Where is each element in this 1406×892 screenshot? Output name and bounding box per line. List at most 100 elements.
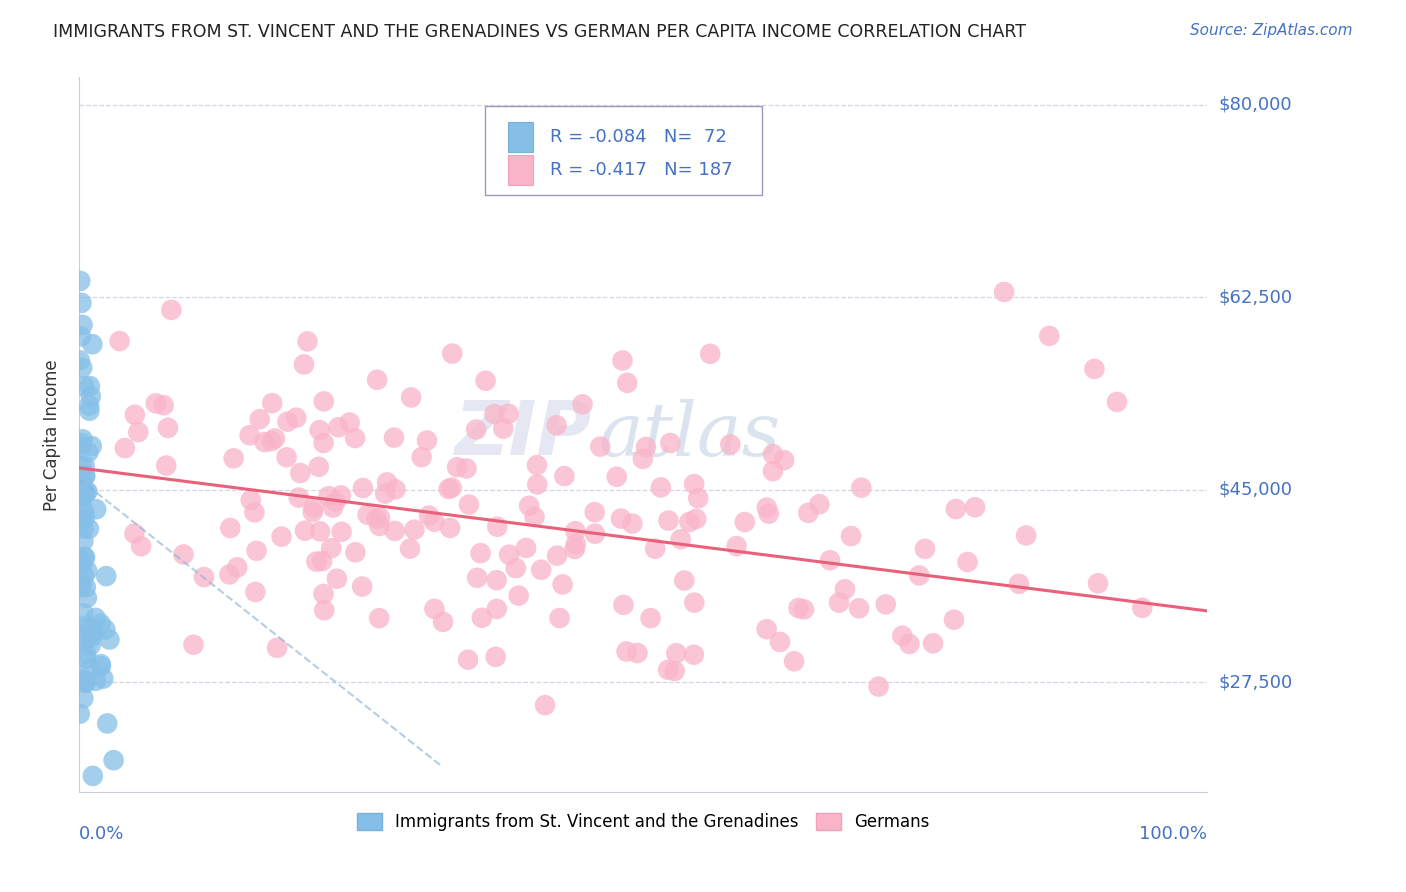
Point [264,432,287,446]
Point [76,484,98,499]
Point [437,482,460,496]
Point [76,591,98,605]
Point [70,329,93,343]
Point [96,569,118,583]
Point [297,334,319,349]
Point [96,716,118,731]
Point [688,491,710,506]
Point [523,510,546,524]
Point [616,644,638,658]
Point [787,601,810,615]
Point [484,407,506,421]
Point [266,640,288,655]
Point [755,622,778,636]
Point [508,589,530,603]
Text: Source: ZipAtlas.com: Source: ZipAtlas.com [1189,23,1353,38]
Point [322,500,344,515]
Point [411,450,433,464]
Point [834,582,856,597]
Point [612,353,634,368]
Point [124,408,146,422]
Point [851,481,873,495]
Point [621,516,644,531]
Point [610,511,633,525]
Point [457,653,479,667]
Point [76,564,98,578]
Point [152,398,174,412]
Point [70,296,93,310]
Point [755,500,778,515]
Point [226,560,249,574]
Point [404,523,426,537]
Point [70,360,93,375]
Point [458,498,481,512]
Y-axis label: Per Capita Income: Per Capita Income [44,359,60,511]
Point [84,673,107,688]
Point [114,441,136,455]
Point [665,646,688,660]
Point [83,625,105,640]
Point [498,548,520,562]
Point [399,391,422,405]
Point [330,488,353,502]
Point [69,353,91,368]
Point [492,421,515,435]
Point [73,568,96,582]
Point [423,602,446,616]
Point [526,477,548,491]
Point [485,649,508,664]
Point [470,546,492,560]
Point [699,347,721,361]
Point [375,475,398,490]
Point [70,484,93,499]
Point [908,568,931,582]
Point [321,541,343,556]
Point [73,510,96,524]
Point [673,574,696,588]
Point [70,459,93,474]
Point [657,663,679,677]
Point [98,632,121,647]
Point [325,494,347,508]
Point [626,646,648,660]
Point [276,450,298,465]
Point [262,396,284,410]
Point [73,672,96,686]
Point [868,680,890,694]
Text: atlas: atlas [598,399,780,471]
Point [155,458,177,473]
Point [260,434,283,449]
Point [374,486,396,500]
Point [243,505,266,519]
Point [683,648,706,662]
Point [366,373,388,387]
Point [72,691,94,706]
Point [312,436,335,450]
Point [534,698,557,713]
Point [75,469,97,483]
Point [312,587,335,601]
Point [432,615,454,629]
Point [69,581,91,595]
Point [734,515,756,529]
Point [222,451,245,466]
Point [465,423,488,437]
Point [73,467,96,482]
Point [762,447,785,461]
Point [441,346,464,360]
Point [69,555,91,569]
Point [75,647,97,661]
Point [875,598,897,612]
Point [160,302,183,317]
Point [73,504,96,518]
Point [69,552,91,566]
Point [465,571,488,585]
Point [318,489,340,503]
Point [368,510,391,524]
Point [769,635,792,649]
Point [75,676,97,690]
Point [382,431,405,445]
Point [446,460,468,475]
Point [309,524,332,539]
Point [553,469,575,483]
